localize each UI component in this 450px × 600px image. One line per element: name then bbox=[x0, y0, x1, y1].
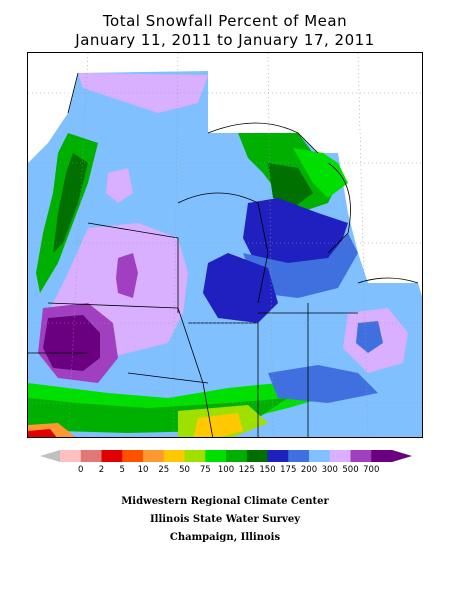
color-legend: 0 2 5 10 25 50 75 100 125 150 175 200 300 500 700 bbox=[40, 448, 412, 484]
lake-michigan bbox=[177, 192, 269, 304]
legend-label: 50 bbox=[179, 465, 190, 475]
legend-swatch bbox=[329, 450, 351, 462]
legend-label: 300 bbox=[321, 465, 338, 475]
legend-high-arrow bbox=[392, 450, 412, 462]
lake-huron bbox=[327, 162, 351, 254]
legend-label: 5 bbox=[119, 465, 125, 475]
map-svg bbox=[28, 53, 422, 437]
legend-swatch bbox=[350, 450, 372, 462]
legend-label: 25 bbox=[158, 465, 170, 475]
map-title-line2: January 11, 2011 to January 17, 2011 bbox=[75, 31, 375, 49]
region-mn-magenta bbox=[116, 253, 138, 298]
region-up-darkgreen bbox=[268, 163, 313, 208]
lake-erie bbox=[357, 277, 419, 284]
graticule-lon-1 bbox=[67, 53, 89, 437]
legend-label: 10 bbox=[137, 465, 149, 475]
legend-swatch bbox=[184, 450, 206, 462]
graticule-lon-3 bbox=[267, 53, 274, 437]
region-south-blue bbox=[268, 365, 378, 403]
region-wi-darkblue bbox=[203, 253, 278, 323]
legend-label: 75 bbox=[199, 465, 211, 475]
snowfall-map bbox=[27, 52, 423, 438]
region-oh-blue bbox=[356, 321, 383, 353]
legend-swatch bbox=[226, 450, 248, 462]
legend-label: 125 bbox=[238, 465, 255, 475]
legend-swatch bbox=[80, 450, 102, 462]
legend-swatch bbox=[246, 450, 268, 462]
legend-low-arrow bbox=[40, 450, 60, 462]
legend-label: 500 bbox=[342, 465, 359, 475]
legend-label: 0 bbox=[78, 465, 84, 475]
credit-line1: Midwestern Regional Climate Center bbox=[121, 496, 329, 507]
legend-swatch bbox=[267, 450, 289, 462]
region-ia-purple bbox=[43, 315, 100, 371]
legend-swatch bbox=[205, 450, 227, 462]
legend-label: 100 bbox=[217, 465, 235, 475]
credit-line3: Champaign, Illinois bbox=[169, 532, 281, 543]
map-title-line1: Total Snowfall Percent of Mean bbox=[102, 12, 348, 30]
boundaries bbox=[28, 72, 419, 437]
region-up-brightgreen bbox=[293, 148, 348, 198]
region-sw-lavender bbox=[106, 168, 133, 203]
border-mo bbox=[127, 372, 209, 384]
legend-swatch bbox=[288, 450, 310, 462]
legend-swatch bbox=[143, 450, 165, 462]
legend-swatch bbox=[371, 450, 393, 462]
border-mn-wi bbox=[87, 222, 179, 313]
region-west-darkgreen bbox=[53, 153, 88, 253]
legend-label: 200 bbox=[300, 465, 318, 475]
graticule-lon-2 bbox=[172, 53, 179, 437]
region-nw-lavender bbox=[78, 73, 208, 113]
region-lm-darkblue bbox=[243, 198, 348, 278]
legend-label: 150 bbox=[259, 465, 276, 475]
legend-label: 2 bbox=[98, 465, 105, 475]
legend-swatch bbox=[60, 450, 82, 462]
lake-superior bbox=[207, 122, 319, 154]
legend-swatch bbox=[163, 450, 185, 462]
graticule bbox=[28, 53, 422, 437]
legend-bar bbox=[40, 450, 412, 462]
credit-line2: Illinois State Water Survey bbox=[149, 514, 301, 525]
region-south-red bbox=[28, 429, 57, 437]
legend-swatch bbox=[101, 450, 123, 462]
legend-label: 175 bbox=[280, 465, 297, 475]
region-south-yellow bbox=[193, 413, 243, 437]
border-ia-il bbox=[177, 307, 214, 437]
legend-swatch bbox=[122, 450, 144, 462]
legend-label: 700 bbox=[363, 465, 380, 475]
graticule-lon-4 bbox=[357, 53, 369, 437]
border-mn-ia bbox=[47, 302, 179, 309]
legend-swatch bbox=[309, 450, 331, 462]
